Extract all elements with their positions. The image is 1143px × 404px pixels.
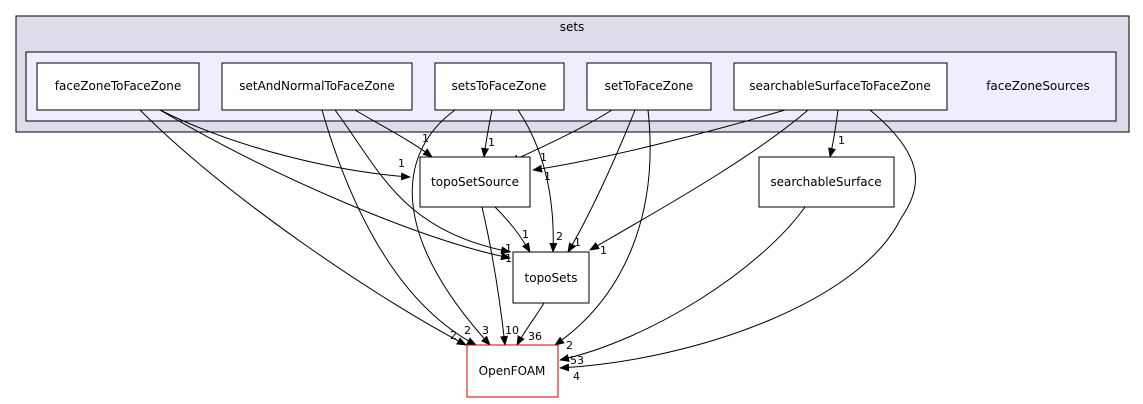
cluster-faceZoneSources-label: faceZoneSources [986, 79, 1090, 93]
edge-label: 1 [838, 134, 845, 147]
edge-setsToFaceZone-OpenFOAM [411, 109, 491, 346]
node-label: topoSetSource [431, 175, 519, 189]
node-label: setsToFaceZone [452, 79, 547, 93]
edge-label: 2 [464, 324, 471, 337]
node-setsToFaceZone[interactable]: setsToFaceZone [434, 62, 565, 111]
edge-searchableSurfaceToFaceZone-searchableSurface [828, 109, 839, 158]
edge-searchableSurfaceToFaceZone-topoSets [589, 109, 809, 251]
edge-topoSetSource-OpenFOAM [481, 206, 508, 346]
edge-setsToFaceZone-topoSetSource [481, 109, 493, 158]
edge-label: 1 [488, 136, 495, 149]
edge-label: 1 [540, 151, 547, 164]
edge-setsToFaceZone-topoSets [517, 109, 558, 253]
node-label: searchableSurfaceToFaceZone [749, 79, 931, 93]
edge-label: 36 [528, 330, 542, 343]
node-topoSetSource[interactable]: topoSetSource [419, 156, 531, 208]
edge-labels: 1 1 2 1 1 2 1 2 3 1 1 2 1 1 1 4 1 10 36 … [398, 132, 845, 383]
edge-searchableSurfaceToFaceZone-topoSetSource [532, 109, 786, 173]
edge-topoSetSource-topoSets [494, 206, 531, 253]
edge-label: 1 [522, 228, 529, 241]
edge-faceZoneToFaceZone-OpenFOAM [139, 109, 467, 346]
edge-label: 1 [422, 132, 429, 145]
node-setAndNormalToFaceZone[interactable]: setAndNormalToFaceZone [221, 62, 413, 111]
edge-setAndNormalToFaceZone-OpenFOAM [321, 109, 477, 346]
node-searchableSurfaceToFaceZone[interactable]: searchableSurfaceToFaceZone [733, 62, 948, 111]
edge-label: 1 [600, 244, 607, 257]
edge-label: 1 [505, 242, 512, 255]
edge-label: 1 [505, 252, 512, 265]
edge-setAndNormalToFaceZone-topoSetSource [354, 109, 433, 158]
node-label: faceZoneToFaceZone [55, 79, 181, 93]
node-searchableSurface[interactable]: searchableSurface [758, 156, 895, 208]
edge-setAndNormalToFaceZone-topoSets [334, 109, 511, 255]
edge-label: 10 [505, 324, 519, 337]
edge-faceZoneToFaceZone-topoSets [159, 109, 511, 261]
edge-label: 1 [544, 170, 551, 183]
edge-label: 2 [450, 329, 457, 342]
node-topoSets[interactable]: topoSets [512, 251, 590, 304]
cluster-sets-label: sets [560, 20, 585, 34]
edge-setToFaceZone-topoSets [567, 109, 636, 253]
edges [139, 109, 916, 372]
node-OpenFOAM[interactable]: OpenFOAM [466, 344, 559, 398]
edge-label: 3 [482, 324, 489, 337]
edge-faceZoneToFaceZone-topoSetSource [159, 109, 411, 181]
edge-label: 1 [398, 157, 405, 170]
edge-label: 53 [570, 354, 584, 367]
node-label: topoSets [525, 271, 578, 285]
node-label: setAndNormalToFaceZone [239, 79, 395, 93]
edge-label: 2 [566, 339, 573, 352]
edge-topoSets-OpenFOAM [516, 302, 545, 346]
edge-searchableSurface-OpenFOAM [559, 206, 806, 362]
edge-searchableSurfaceToFaceZone-OpenFOAM [559, 109, 916, 372]
edge-setToFaceZone-OpenFOAM [554, 109, 651, 346]
node-setToFaceZone[interactable]: setToFaceZone [586, 62, 712, 111]
edge-label: 2 [556, 230, 563, 243]
edge-label: 4 [573, 370, 580, 383]
node-label: searchableSurface [770, 175, 881, 189]
node-faceZoneToFaceZone[interactable]: faceZoneToFaceZone [36, 62, 200, 111]
node-label: setToFaceZone [605, 79, 694, 93]
node-label: OpenFOAM [479, 364, 546, 378]
edge-label: 1 [574, 236, 581, 249]
